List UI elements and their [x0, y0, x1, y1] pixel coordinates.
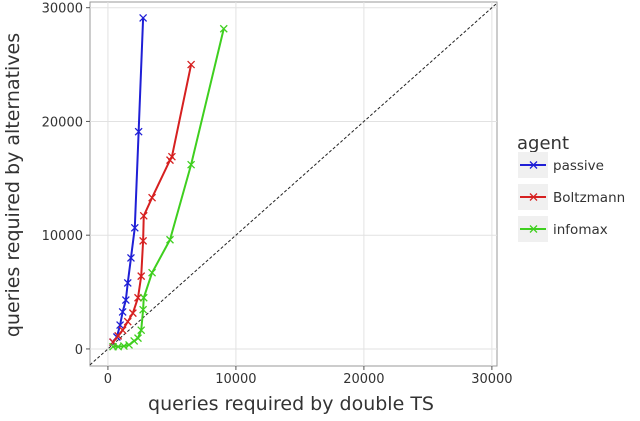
point-marker [167, 152, 176, 161]
reference-diagonal [89, 2, 498, 366]
point-marker [116, 321, 125, 330]
point-marker [134, 293, 142, 302]
point-marker [134, 127, 143, 136]
point-marker [139, 293, 148, 302]
x-tick-label: 30000 [471, 372, 512, 387]
point-marker [123, 317, 132, 326]
point-marker [148, 268, 157, 277]
legend-title: agent [517, 133, 569, 154]
point-marker [139, 211, 148, 220]
series-line [112, 17, 145, 343]
point-marker [187, 60, 196, 69]
y-tick-label: 30000 [42, 2, 83, 17]
point-marker [219, 24, 228, 33]
legend-marker [529, 193, 538, 201]
point-marker [187, 160, 196, 169]
point-marker [126, 253, 135, 262]
point-marker [128, 309, 137, 318]
point-marker [118, 308, 127, 316]
x-tick-label: 10000 [215, 372, 256, 387]
point-marker [114, 331, 123, 340]
legend-label: passive [553, 158, 604, 174]
x-tick-label: 0 [104, 372, 112, 387]
y-tick-label: 10000 [42, 229, 83, 244]
point-marker [139, 13, 148, 22]
point-marker [123, 279, 132, 287]
point-marker [130, 223, 139, 232]
y-axis-title: queries required by alternatives [2, 33, 24, 337]
legend-label: Boltzmann [553, 190, 625, 206]
point-marker [125, 340, 133, 349]
legend-label: infomax [553, 222, 608, 238]
x-axis-title: queries required by double TS [148, 393, 434, 415]
point-marker [166, 235, 174, 244]
point-marker [139, 236, 148, 245]
point-marker [139, 305, 148, 314]
point-marker [118, 326, 127, 335]
point-marker [148, 193, 157, 202]
y-tick-label: 0 [75, 343, 83, 358]
x-tick-label: 20000 [343, 372, 384, 387]
y-tick-label: 20000 [42, 115, 83, 130]
legend-marker [529, 225, 538, 233]
point-marker [121, 296, 130, 304]
point-marker [134, 334, 142, 343]
point-marker [130, 337, 139, 345]
legend-marker [529, 161, 538, 169]
point-marker [137, 326, 146, 335]
point-marker [137, 272, 146, 281]
